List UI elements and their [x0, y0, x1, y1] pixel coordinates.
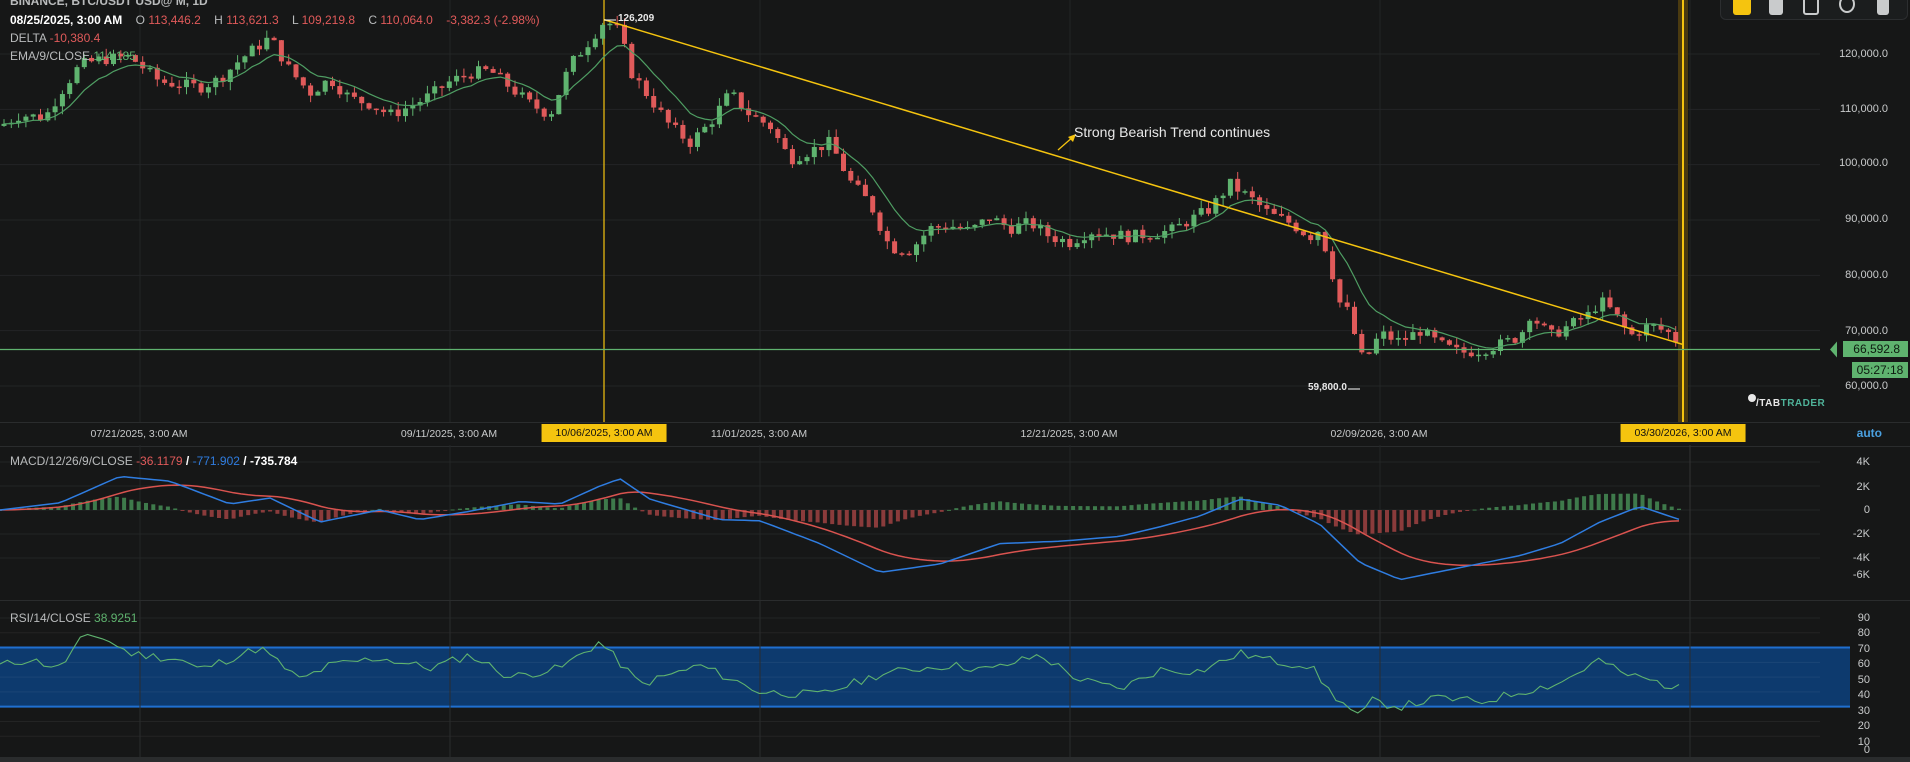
change-value: -3,382.3 (-2.98%) — [446, 13, 540, 27]
price-tick: 120,000.0 — [1839, 48, 1888, 60]
ema-legend[interactable]: EMA/9/CLOSE 114,185 — [10, 49, 136, 63]
time-label: 02/09/2026, 3:00 AM — [1330, 428, 1428, 440]
macd-tick: -2K — [1852, 528, 1870, 540]
copy-icon[interactable] — [1803, 0, 1819, 15]
macd-tick: -6K — [1852, 569, 1870, 581]
bottom-scrollbar[interactable] — [0, 757, 1910, 762]
current-time-label: 03/30/2026, 3:00 AM — [1620, 424, 1746, 442]
macd-pane[interactable]: MACD/12/26/9/CLOSE -36.1179 / -771.902 /… — [0, 445, 1910, 601]
low-marker-label: 59,800.0 — [1308, 382, 1347, 393]
price-tick: 100,000.0 — [1839, 157, 1888, 169]
macd-chart — [0, 445, 1820, 600]
macd-tick: 4K — [1856, 456, 1870, 468]
close-value: 110,064.0 — [380, 13, 433, 27]
time-label: 07/21/2025, 3:00 AM — [90, 428, 188, 440]
rsi-tick: 20 — [1857, 720, 1870, 732]
time-label: 11/01/2025, 3:00 AM — [710, 428, 808, 440]
rsi-tick: 70 — [1857, 643, 1870, 655]
price-tick: 60,000.0 — [1845, 380, 1888, 392]
rsi-pane[interactable]: RSI/14/CLOSE 38.9251 90 80 70 60 50 40 3… — [0, 600, 1910, 757]
time-label: 09/11/2025, 3:00 AM — [400, 428, 498, 440]
time-axis[interactable]: 07/21/2025, 3:00 AM 09/11/2025, 3:00 AM … — [0, 422, 1910, 447]
lock-icon[interactable] — [1769, 0, 1783, 15]
rsi-tick: 80 — [1857, 627, 1870, 639]
edit-settings-icon[interactable] — [1839, 0, 1855, 13]
price-tick: 110,000.0 — [1839, 103, 1888, 115]
rsi-tick: 90 — [1857, 612, 1870, 624]
rsi-tick: 10 — [1857, 736, 1870, 748]
bar-date: 08/25/2025, 3:00 AM — [10, 13, 123, 27]
rsi-tick: 50 — [1857, 674, 1870, 686]
high-marker-label: 126,209 — [618, 13, 655, 24]
price-tick: 80,000.0 — [1845, 269, 1888, 281]
macd-legend[interactable]: MACD/12/26/9/CLOSE -36.1179 / -771.902 /… — [10, 454, 298, 468]
trend-annotation-text[interactable]: Strong Bearish Trend continues — [1074, 124, 1271, 140]
tabtrader-logo: /TABTRADER — [1748, 394, 1825, 409]
current-price-tag: 66,592.8 — [1843, 341, 1908, 357]
high-value: 113,621.3 — [226, 13, 279, 27]
rsi-tick: 60 — [1857, 658, 1870, 670]
price-tick: 90,000.0 — [1845, 213, 1888, 225]
candlestick-chart[interactable] — [0, 0, 1910, 422]
auto-scale-button[interactable]: auto — [1856, 426, 1882, 440]
macd-tick: 0 — [1863, 504, 1870, 516]
candle-countdown: 05:27:18 — [1852, 362, 1908, 378]
crosshair-time-label: 10/06/2025, 3:00 AM — [541, 424, 667, 442]
drawing-toolbar — [1720, 0, 1908, 20]
rsi-tick: 0 — [1863, 744, 1870, 756]
symbol-line: BINANCE, BTC/USDT USD@ M, 1D — [10, 0, 208, 8]
rsi-tick: 30 — [1857, 705, 1870, 717]
time-label: 12/21/2025, 3:00 AM — [1020, 428, 1118, 440]
ohlc-legend: 08/25/2025, 3:00 AM O 113,446.2 H 113,62… — [10, 13, 540, 27]
color-swatch-icon[interactable] — [1733, 0, 1751, 15]
rsi-chart — [0, 600, 1850, 757]
price-tick: 70,000.0 — [1845, 325, 1888, 337]
low-value: 109,219.8 — [301, 13, 355, 27]
macd-tick: -4K — [1852, 552, 1870, 564]
logo-dot-icon — [1748, 394, 1756, 402]
rsi-tick: 40 — [1857, 689, 1870, 701]
macd-tick: 2K — [1856, 481, 1870, 493]
open-value: 113,446.2 — [148, 13, 201, 27]
price-chart-pane[interactable]: BINANCE, BTC/USDT USD@ M, 1D 08/25/2025,… — [0, 0, 1910, 422]
delete-icon[interactable] — [1877, 0, 1889, 15]
rsi-legend[interactable]: RSI/14/CLOSE 38.9251 — [10, 611, 138, 625]
delta-legend: DELTA -10,380.4 — [10, 31, 101, 45]
